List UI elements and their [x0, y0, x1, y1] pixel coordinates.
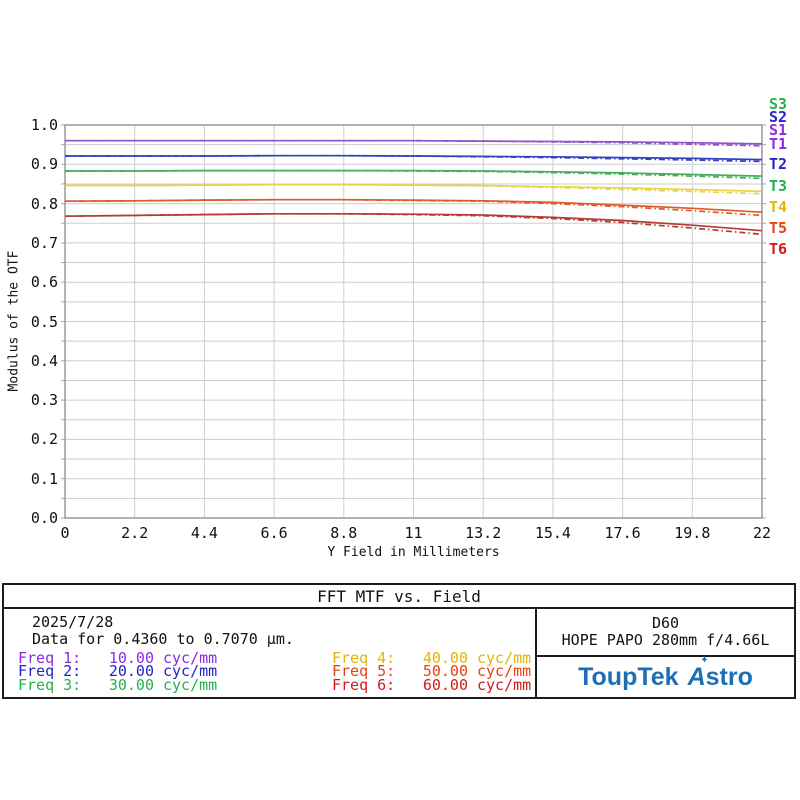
curve-S4	[65, 183, 763, 195]
brand-name-text: ToupTek	[578, 662, 679, 691]
curve-T3	[65, 169, 763, 177]
freq-label: Freq 4:	[332, 648, 396, 667]
y-tick-label: 0.7	[30, 233, 58, 252]
system-info-cell: D60 HOPE PAPO 280mm f/4.66L ToupTek A ✦ st…	[535, 609, 794, 697]
freq-label: Freq 3:	[18, 675, 82, 694]
brand-astro-rest: stro	[705, 662, 753, 691]
freq-value: 50.00	[422, 662, 468, 680]
curve-label-T2: T2	[769, 155, 788, 173]
curve-T4	[65, 183, 763, 193]
freq-legend-item: Freq 1: 10.00 cyc/mm	[18, 648, 218, 667]
date-text: 2025/7/28	[32, 613, 114, 631]
curve-label-T3: T3	[769, 177, 788, 195]
y-tick-label: 0.2	[30, 430, 58, 449]
freq-label: Freq 1:	[18, 648, 82, 667]
freq-legend-item: Freq 4: 40.00 cyc/mm	[332, 648, 532, 667]
touptek-astro-logo: ToupTek A ✦ stro	[578, 655, 753, 692]
x-tick-label: 17.6	[604, 524, 641, 542]
x-tick-label: 0	[60, 524, 70, 542]
curve-T6	[64, 212, 763, 232]
brand-astro-a: A	[687, 662, 706, 691]
y-tick-label: 0.6	[30, 273, 58, 292]
x-tick-label: 13.2	[465, 524, 502, 542]
y-tick-label: 0.9	[30, 155, 58, 174]
x-tick-label: 22	[752, 524, 772, 542]
freq-unit: cyc/mm	[163, 662, 218, 680]
y-tick-label: 1.0	[30, 116, 58, 134]
x-tick-label: 2.2	[121, 524, 149, 542]
freq-unit: cyc/mm	[477, 648, 532, 667]
curve-T1	[65, 139, 763, 145]
brand-astro-text: A ✦ stro	[687, 655, 753, 692]
mtf-chart: Modulus of the OTF Y Field in Millimeter…	[6, 95, 788, 560]
freq-unit: cyc/mm	[477, 675, 532, 694]
frequency-legend-column-2: Freq 4: 40.00 cyc/mm Freq 5: 50.00 cyc/mm Freq…	[332, 648, 532, 694]
curve-T2	[65, 154, 763, 161]
curve-label-T5: T5	[769, 219, 788, 237]
y-tick-label: 0.3	[30, 391, 58, 410]
freq-legend-item: Freq 6: 60.00 cyc/mm	[332, 675, 532, 694]
x-tick-label: 6.6	[260, 524, 288, 542]
curve-label-S1: S1	[769, 121, 788, 139]
brand-cell: ToupTek A ✦ stro	[537, 655, 794, 697]
plot-border	[64, 124, 763, 519]
curve-label-S3: S3	[769, 95, 788, 113]
y-axis-title: Modulus of the OTF	[6, 250, 22, 392]
y-tick-label: 0.4	[30, 351, 58, 370]
curve-label-S2: S2	[769, 108, 788, 126]
wavelength-range-text: Data for 0.4360 to 0.7070 μm.	[32, 629, 294, 648]
curve-label-T1: T1	[769, 135, 788, 153]
camera-model-text: D60	[651, 614, 680, 632]
freq-value: 10.00	[108, 648, 154, 667]
y-tick-label: 0.0	[30, 509, 58, 527]
freq-label: Freq 2:	[18, 662, 82, 680]
y-tick-label: 0.5	[30, 312, 58, 331]
y-tick-label: 0.1	[30, 469, 58, 488]
y-tick-label: 0.8	[30, 194, 58, 213]
freq-unit: cyc/mm	[477, 662, 532, 680]
freq-unit: cyc/mm	[163, 675, 218, 694]
freq-value: 20.00	[108, 662, 154, 680]
x-tick-label: 8.8	[330, 524, 358, 542]
star-icon: ✦	[700, 654, 709, 666]
curve-S1	[65, 139, 763, 147]
curve-label-T4: T4	[769, 198, 788, 216]
freq-legend-item: Freq 5: 50.00 cyc/mm	[332, 662, 532, 680]
curve-label-T6: T6	[769, 240, 788, 258]
freq-label: Freq 6:	[332, 675, 396, 694]
legend-cell: 2025/7/28 Data for 0.4360 to 0.7070 μm. …	[4, 609, 535, 697]
freq-value: 40.00	[422, 648, 468, 667]
lens-name-text: HOPE PAPO 280mm f/4.66L	[561, 631, 770, 649]
freq-legend-item: Freq 2: 20.00 cyc/mm	[18, 662, 218, 680]
mtf-plot-canvas	[61, 124, 766, 519]
x-tick-label: 11	[404, 524, 423, 542]
curve-S5	[64, 198, 763, 217]
x-tick-label: 15.4	[534, 524, 571, 542]
curve-S2	[65, 154, 763, 163]
curve-T5	[64, 198, 763, 214]
frequency-legend-column-1: Freq 1: 10.00 cyc/mm Freq 2: 20.00 cyc/mm Freq…	[18, 648, 218, 694]
chart-title: FFT MTF vs. Field	[4, 585, 794, 609]
freq-label: Freq 5:	[332, 662, 396, 680]
freq-value: 30.00	[108, 675, 154, 694]
curve-S3	[65, 169, 763, 180]
freq-value: 60.00	[422, 675, 468, 694]
x-axis-title: Y Field in Millimeters	[327, 545, 500, 560]
freq-legend-item: Freq 3: 30.00 cyc/mm	[18, 675, 218, 694]
freq-unit: cyc/mm	[163, 648, 218, 667]
info-table: FFT MTF vs. Field 2025/7/28 Data for 0.4…	[2, 583, 796, 699]
curve-S6	[64, 212, 763, 236]
x-tick-label: 19.8	[674, 524, 711, 542]
x-tick-label: 4.4	[190, 524, 218, 542]
